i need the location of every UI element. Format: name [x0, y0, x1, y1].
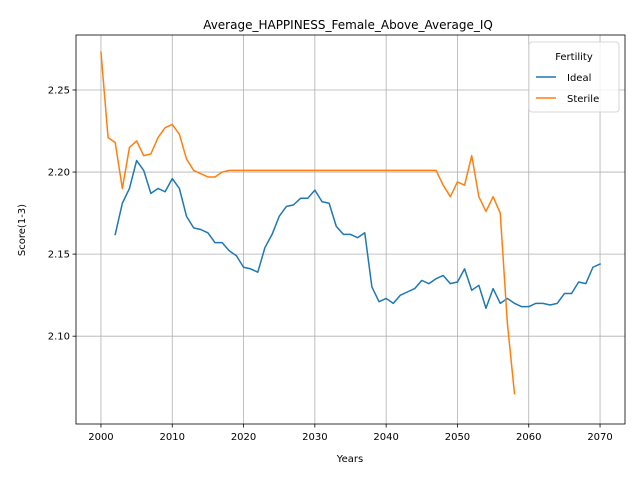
axis-ticks: 2000 2010 2020 2030 2040 2050 2060 2070 2.10 2.15… [48, 85, 613, 443]
plot-frame [75, 34, 626, 425]
y-tick-label: 2.25 [48, 85, 70, 96]
legend-title: Fertility [555, 52, 593, 63]
x-tick-label: 2050 [445, 432, 470, 443]
legend-box [528, 41, 620, 113]
x-tick-label: 2010 [160, 432, 185, 443]
y-tick-label: 2.20 [48, 168, 70, 179]
legend-label-ideal: Ideal [567, 73, 591, 84]
grid [76, 35, 625, 424]
series-line-ideal [114, 159, 602, 310]
x-tick-label: 2060 [516, 432, 541, 443]
chart-title: Average_HAPPINESS_Female_Above_Average_I… [203, 18, 493, 32]
y-tick-label: 2.15 [48, 250, 70, 261]
x-tick-label: 2040 [373, 432, 398, 443]
x-tick-label: 2030 [302, 432, 327, 443]
x-tick-label: 2020 [231, 432, 256, 443]
y-axis-label: Score(1-3) [17, 204, 28, 256]
y-tick-label: 2.10 [48, 332, 70, 343]
series-lines [100, 51, 602, 395]
x-axis-label: Years [336, 454, 363, 465]
x-tick-label: 2000 [88, 432, 113, 443]
legend: Fertility Ideal Sterile [528, 41, 620, 113]
series-line-sterile [100, 51, 516, 395]
legend-label-sterile: Sterile [567, 94, 599, 105]
x-tick-label: 2070 [587, 432, 612, 443]
